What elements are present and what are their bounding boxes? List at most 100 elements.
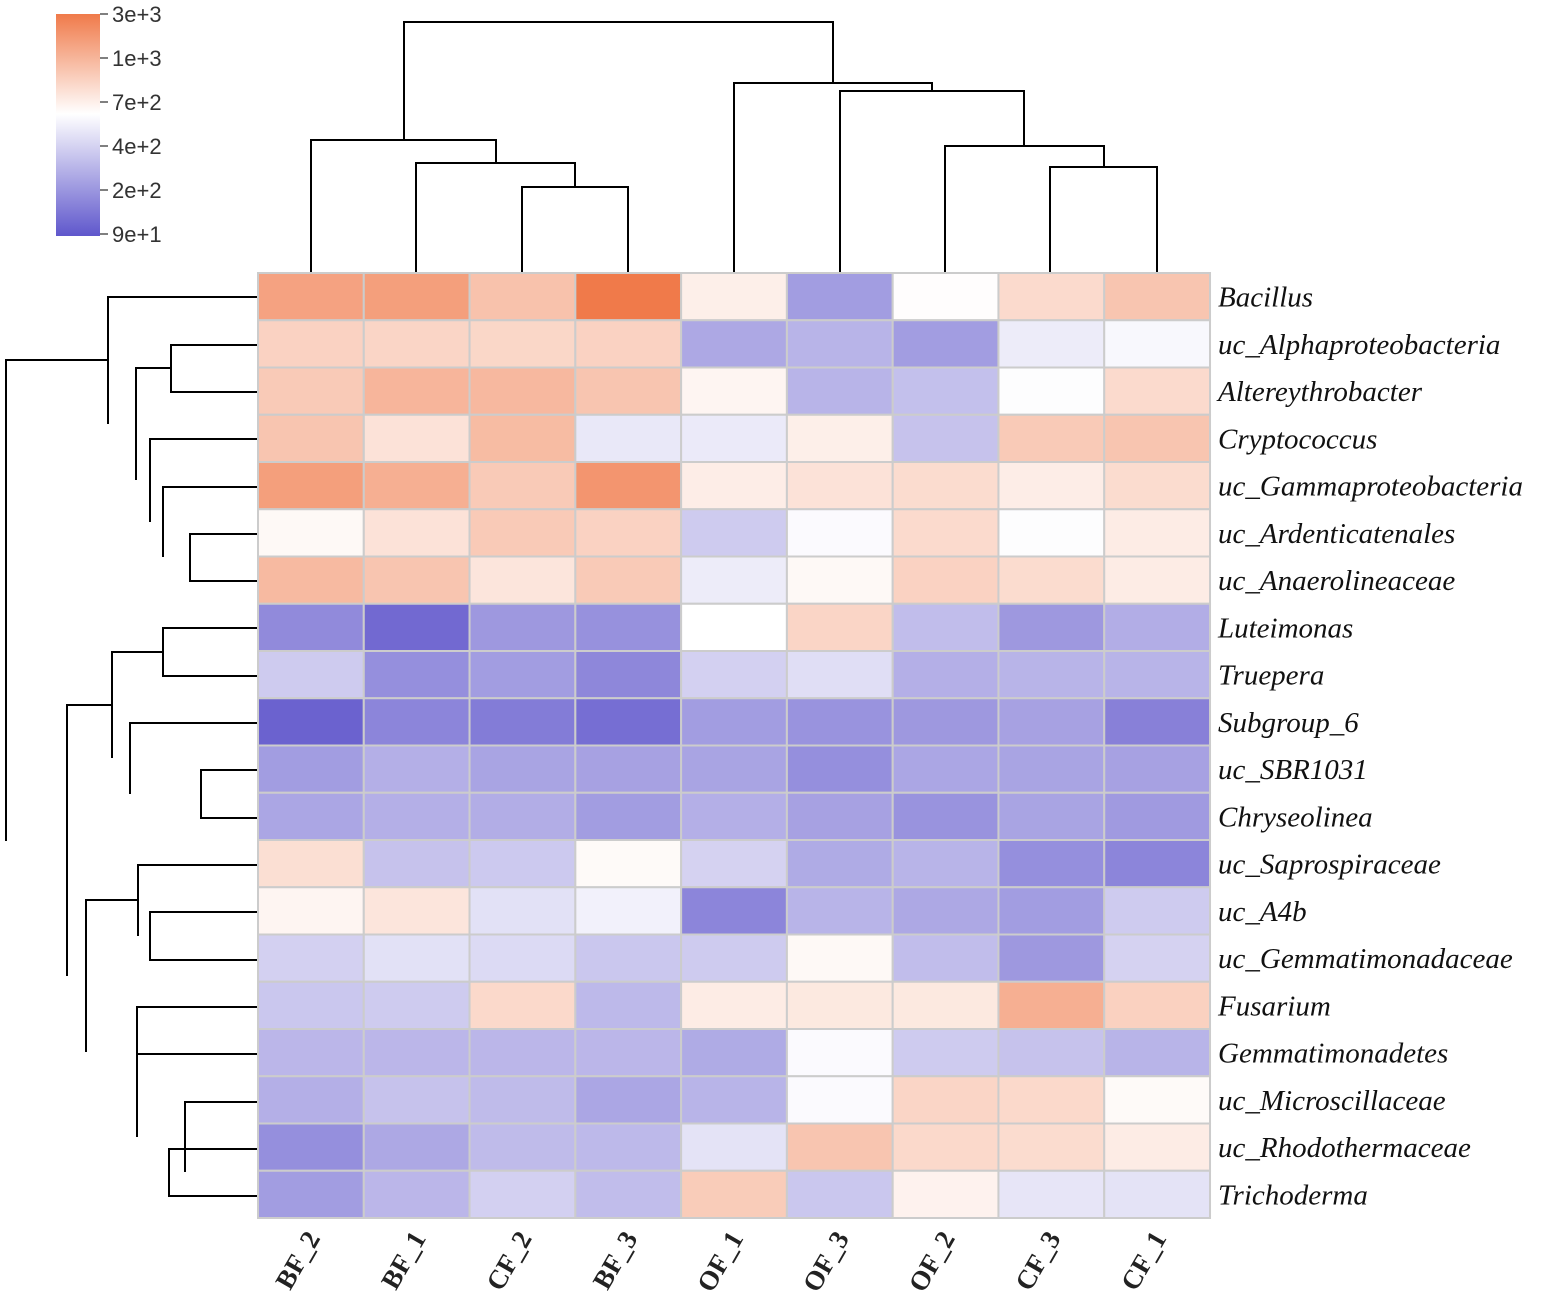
heatmap-cell [680, 791, 788, 841]
row-label: uc_A4b [1218, 896, 1307, 928]
column-label: CF_1 [1115, 1226, 1172, 1296]
heatmap-cell [891, 839, 1000, 889]
row-dendro-link [168, 1148, 258, 1197]
heatmap-cell [362, 602, 471, 652]
heatmap-cell [891, 886, 1000, 936]
heatmap-cell [468, 1028, 577, 1078]
heatmap-cell [680, 319, 788, 369]
heatmap-cell [785, 319, 894, 369]
legend-tick-label: 3e+3 [112, 2, 162, 27]
color-scale-bar [56, 14, 100, 236]
heatmap-cell [257, 1028, 365, 1078]
heatmap-cell [468, 1169, 577, 1219]
row-dendro-link [200, 769, 258, 819]
legend-tick-label: 9e+1 [112, 222, 162, 247]
row-dendro-link [129, 722, 258, 794]
heatmap-cell [785, 508, 894, 558]
legend-tick-label: 1e+3 [112, 46, 162, 71]
heatmap-cell [997, 1169, 1106, 1219]
heatmap-cell [680, 1122, 788, 1172]
heatmap-cell [680, 886, 788, 936]
heatmap-cell [1103, 319, 1212, 369]
heatmap-cell [785, 1028, 894, 1078]
heatmap-cell [1103, 1028, 1212, 1078]
heatmap-cell [997, 744, 1106, 794]
row-dendro-link [149, 438, 258, 522]
heatmap-cell [468, 933, 577, 983]
row-dendrogram [5, 296, 258, 1197]
row-label: uc_Alphaproteobacteria [1218, 329, 1500, 361]
heatmap-cell [891, 319, 1000, 369]
heatmap-cell [891, 697, 1000, 747]
heatmap-cell [468, 461, 577, 511]
heatmap-cell [997, 886, 1106, 936]
heatmap-cell [362, 1028, 471, 1078]
row-dendro-link [137, 864, 258, 936]
heatmap-cell [891, 508, 1000, 558]
heatmap-cell [891, 933, 1000, 983]
heatmap-cell [257, 272, 365, 322]
heatmap-cell [997, 555, 1106, 605]
heatmap-cell [785, 1169, 894, 1219]
column-label: BF_1 [375, 1226, 432, 1294]
col-dendro-link [733, 82, 933, 272]
row-label: uc_Saprospiraceae [1218, 849, 1441, 881]
column-dendrogram [310, 21, 1158, 272]
legend-tick-label: 7e+2 [112, 90, 162, 115]
heatmap-cell [257, 413, 365, 463]
heatmap-cell [257, 1122, 365, 1172]
heatmap-cell [574, 1028, 683, 1078]
heatmap-cell [785, 933, 894, 983]
col-dendro-link [1049, 166, 1158, 272]
heatmap-cell [468, 650, 577, 700]
row-label: Chryseolinea [1218, 801, 1373, 833]
row-label: Altereythrobacter [1216, 376, 1423, 408]
column-label: BF_2 [269, 1226, 326, 1294]
heatmap-cell [468, 272, 577, 322]
column-label: CF_2 [480, 1226, 537, 1296]
heatmap-cell [680, 555, 788, 605]
heatmap-cell [997, 1075, 1106, 1125]
heatmap-cell [574, 272, 683, 322]
heatmap-cell [891, 1075, 1000, 1125]
row-dendro-link [5, 359, 108, 841]
color-scale-legend: 3e+3 1e+3 7e+2 4e+2 2e+2 9e+1 [56, 2, 162, 247]
row-dendro-link [66, 704, 112, 976]
heatmap-cell [891, 602, 1000, 652]
heatmap-cell [785, 697, 894, 747]
heatmap-cell [1103, 1122, 1212, 1172]
heatmap-cell [997, 366, 1106, 416]
heatmap-cell [468, 791, 577, 841]
heatmap-cell [257, 980, 365, 1030]
row-dendro-link [136, 1006, 258, 1096]
heatmap-cell [257, 555, 365, 605]
heatmap-cell [574, 1075, 683, 1125]
heatmap-cell [1103, 272, 1212, 322]
heatmap-cell [785, 791, 894, 841]
row-label: Truepera [1218, 660, 1324, 692]
heatmap-cell [680, 1028, 788, 1078]
heatmap-cell [1103, 650, 1212, 700]
row-label: Trichoderma [1218, 1179, 1368, 1211]
heatmap-cell [257, 886, 365, 936]
row-dendro-link [136, 1053, 258, 1137]
heatmap-cell [1103, 1075, 1212, 1125]
heatmap-cell [997, 413, 1106, 463]
row-dendro-link [189, 533, 258, 582]
heatmap-cell [680, 366, 788, 416]
legend-tick-label: 2e+2 [112, 178, 162, 203]
row-dendro-link [162, 486, 258, 557]
heatmap-cell [891, 1028, 1000, 1078]
heatmap-cell [574, 839, 683, 889]
heatmap-cell [574, 933, 683, 983]
legend-tick-label: 4e+2 [112, 134, 162, 159]
heatmap-cell [574, 744, 683, 794]
heatmap-cell [468, 1075, 577, 1125]
row-dendro-link [162, 627, 258, 677]
row-label: uc_Gammaproteobacteria [1218, 471, 1523, 503]
heatmap-cell [362, 791, 471, 841]
heatmap-cell [997, 461, 1106, 511]
heatmap-cell [574, 555, 683, 605]
heatmap-cell [891, 791, 1000, 841]
heatmap-cell [257, 1075, 365, 1125]
